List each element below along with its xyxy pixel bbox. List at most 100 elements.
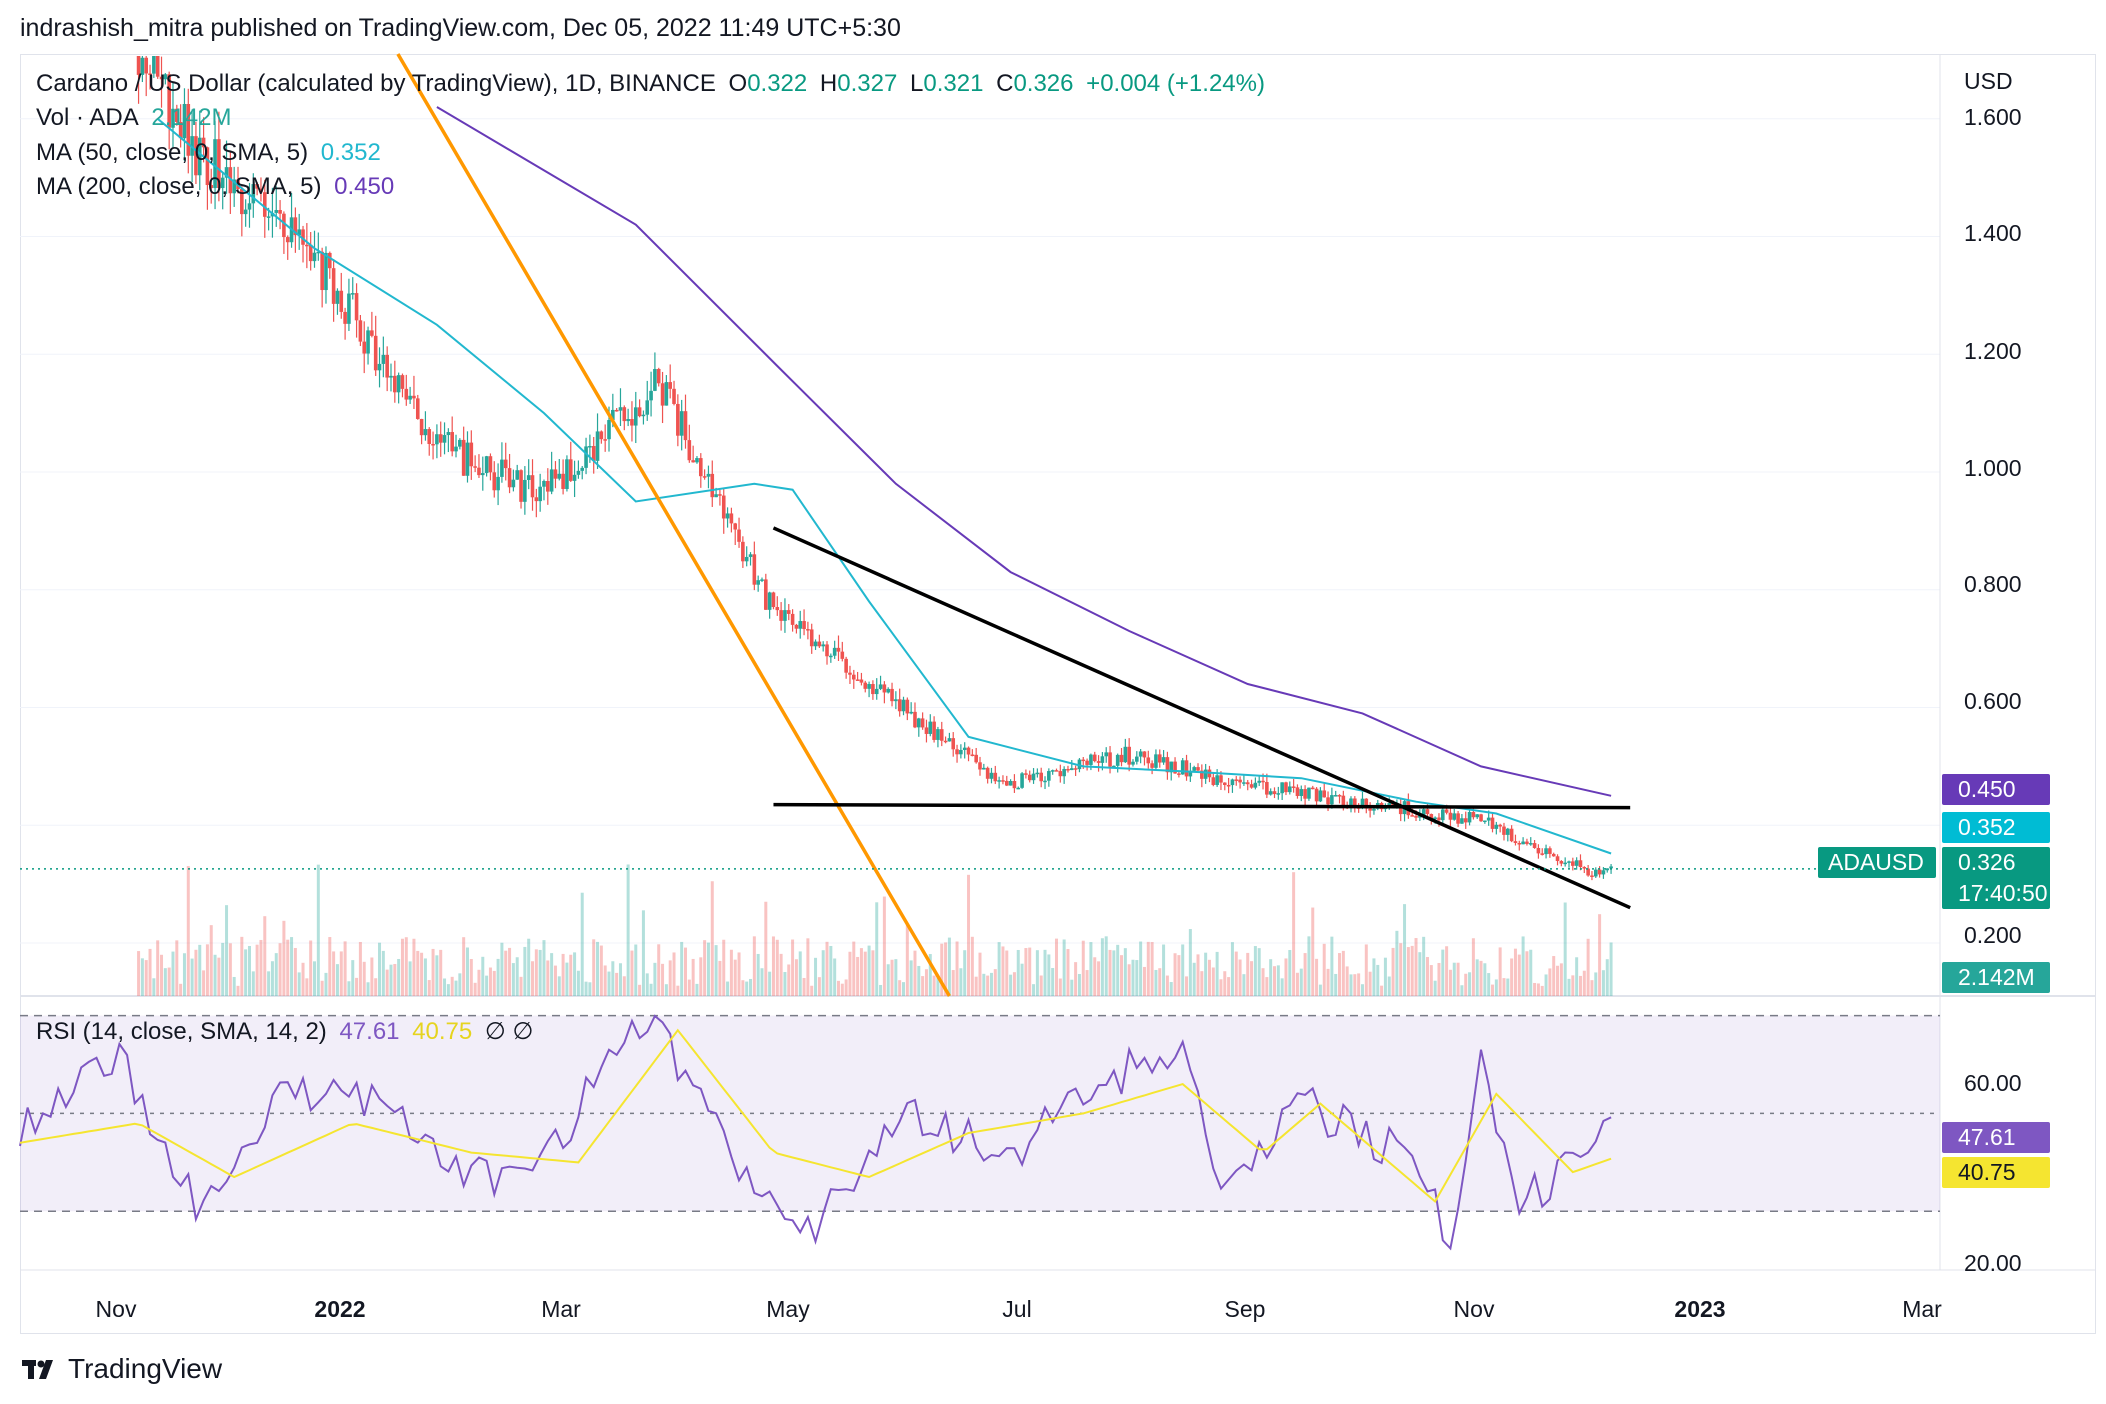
price-candle (721, 495, 726, 519)
price-candle (1184, 760, 1189, 777)
price-candle (1364, 798, 1369, 809)
volume-bar (703, 940, 707, 996)
price-candle (886, 688, 891, 693)
volume-bar (435, 955, 439, 996)
price-candle (951, 738, 956, 750)
volume-bar (515, 957, 519, 996)
volume-bar (332, 951, 336, 996)
price-candle (243, 209, 248, 215)
price-candle (1322, 790, 1327, 798)
ma50-price-tag: 0.352 (1942, 812, 2050, 843)
rsi-tick[interactable]: 20.00 (1964, 1250, 2022, 1276)
price-candle (867, 684, 871, 689)
volume-bar (347, 981, 351, 996)
volume-bar (1548, 968, 1552, 996)
volume-legend[interactable]: Vol · ADA 2.142M (36, 104, 237, 132)
volume-bar (1120, 955, 1124, 996)
volume-bar (1299, 968, 1303, 996)
price-candle (874, 688, 879, 695)
volume-bar (576, 970, 580, 996)
volume-bar (156, 940, 160, 996)
price-candle (205, 147, 210, 186)
symbol-title[interactable]: Cardano / US Dollar (calculated by Tradi… (36, 70, 716, 97)
volume-bar (1047, 954, 1051, 996)
volume-bar (1165, 975, 1169, 996)
ma50-legend[interactable]: MA (50, close, 0, SMA, 5) 0.352 (36, 139, 387, 167)
rsi-tick[interactable]: 60.00 (1964, 1070, 2022, 1096)
high-label: H (819, 70, 838, 97)
price-candle (932, 721, 936, 740)
change-value: +0.004 (+1.24%) (1086, 70, 1265, 97)
volume-bar (389, 964, 393, 996)
price-candle (213, 139, 217, 189)
volume-bar (1414, 938, 1418, 996)
volume-bar (718, 960, 722, 996)
tradingview-footer[interactable]: TradingView (22, 1353, 222, 1385)
volume-bar (580, 892, 584, 996)
price-candle (320, 251, 324, 291)
volume-bar (240, 936, 244, 996)
rsi-legend[interactable]: RSI (14, close, SMA, 14, 2) 47.61 40.75 … (36, 1017, 539, 1046)
volume-bar (1173, 953, 1177, 996)
price-tick[interactable]: 1.000 (1964, 455, 2022, 481)
price-tick[interactable]: 0.200 (1964, 922, 2022, 948)
price-candle (1467, 812, 1472, 823)
rsi-extra: ∅ ∅ (484, 1018, 534, 1045)
volume-bar (882, 896, 886, 996)
volume-label: Vol · ADA (36, 104, 139, 131)
volume-bar (1112, 950, 1116, 996)
price-candle (989, 772, 994, 779)
volume-bar (905, 924, 909, 996)
volume-bar (1303, 953, 1307, 996)
price-tick[interactable]: 1.200 (1964, 338, 2022, 364)
volume-bar (1024, 948, 1028, 996)
price-tick[interactable]: 1.400 (1964, 220, 2022, 246)
price-candle (546, 481, 550, 492)
volume-bar (534, 949, 538, 996)
price-candle (1502, 826, 1506, 835)
volume-bar (592, 939, 596, 996)
price-candle (1096, 761, 1101, 763)
price-candle (630, 419, 634, 426)
orange-trendline (396, 53, 951, 997)
price-candle (1020, 773, 1024, 788)
price-tick[interactable]: 0.800 (1964, 571, 2022, 597)
volume-bar (465, 947, 469, 996)
volume-bar (439, 949, 443, 996)
brand-name: TradingView (68, 1353, 223, 1384)
volume-bar (393, 963, 397, 996)
volume-bar (1097, 961, 1101, 996)
price-candle (285, 237, 290, 243)
price-candle (1475, 814, 1480, 818)
volume-bar (840, 983, 844, 996)
volume-bar (1295, 972, 1299, 996)
price-candle (469, 442, 474, 467)
volume-bar (1054, 938, 1058, 996)
price-candle (247, 203, 252, 210)
price-candle (328, 252, 332, 269)
time-axis-label: May (766, 1296, 810, 1322)
volume-bar (970, 936, 974, 996)
volume-bar (1001, 946, 1005, 996)
volume-bar (259, 939, 263, 996)
ma200-legend[interactable]: MA (200, close, 0, SMA, 5) 0.450 (36, 173, 400, 201)
volume-bar (634, 944, 638, 996)
volume-bar (140, 958, 144, 996)
volume-bar (771, 936, 775, 996)
price-candle (1108, 752, 1112, 767)
price-candle (978, 762, 982, 770)
volume-bar (1070, 979, 1074, 996)
volume-bar (1487, 973, 1491, 996)
price-tick[interactable]: 1.600 (1964, 104, 2022, 130)
price-candle (1188, 770, 1193, 777)
chart-frame[interactable] (20, 54, 2096, 1334)
volume-bar (928, 954, 932, 996)
price-candle (637, 407, 642, 417)
price-tick[interactable]: 0.600 (1964, 688, 2022, 714)
open-value: 0.322 (747, 70, 808, 97)
volume-bar (1280, 978, 1284, 996)
price-candle (1230, 779, 1235, 786)
volume-bar (775, 939, 779, 996)
volume-bar (596, 941, 600, 996)
